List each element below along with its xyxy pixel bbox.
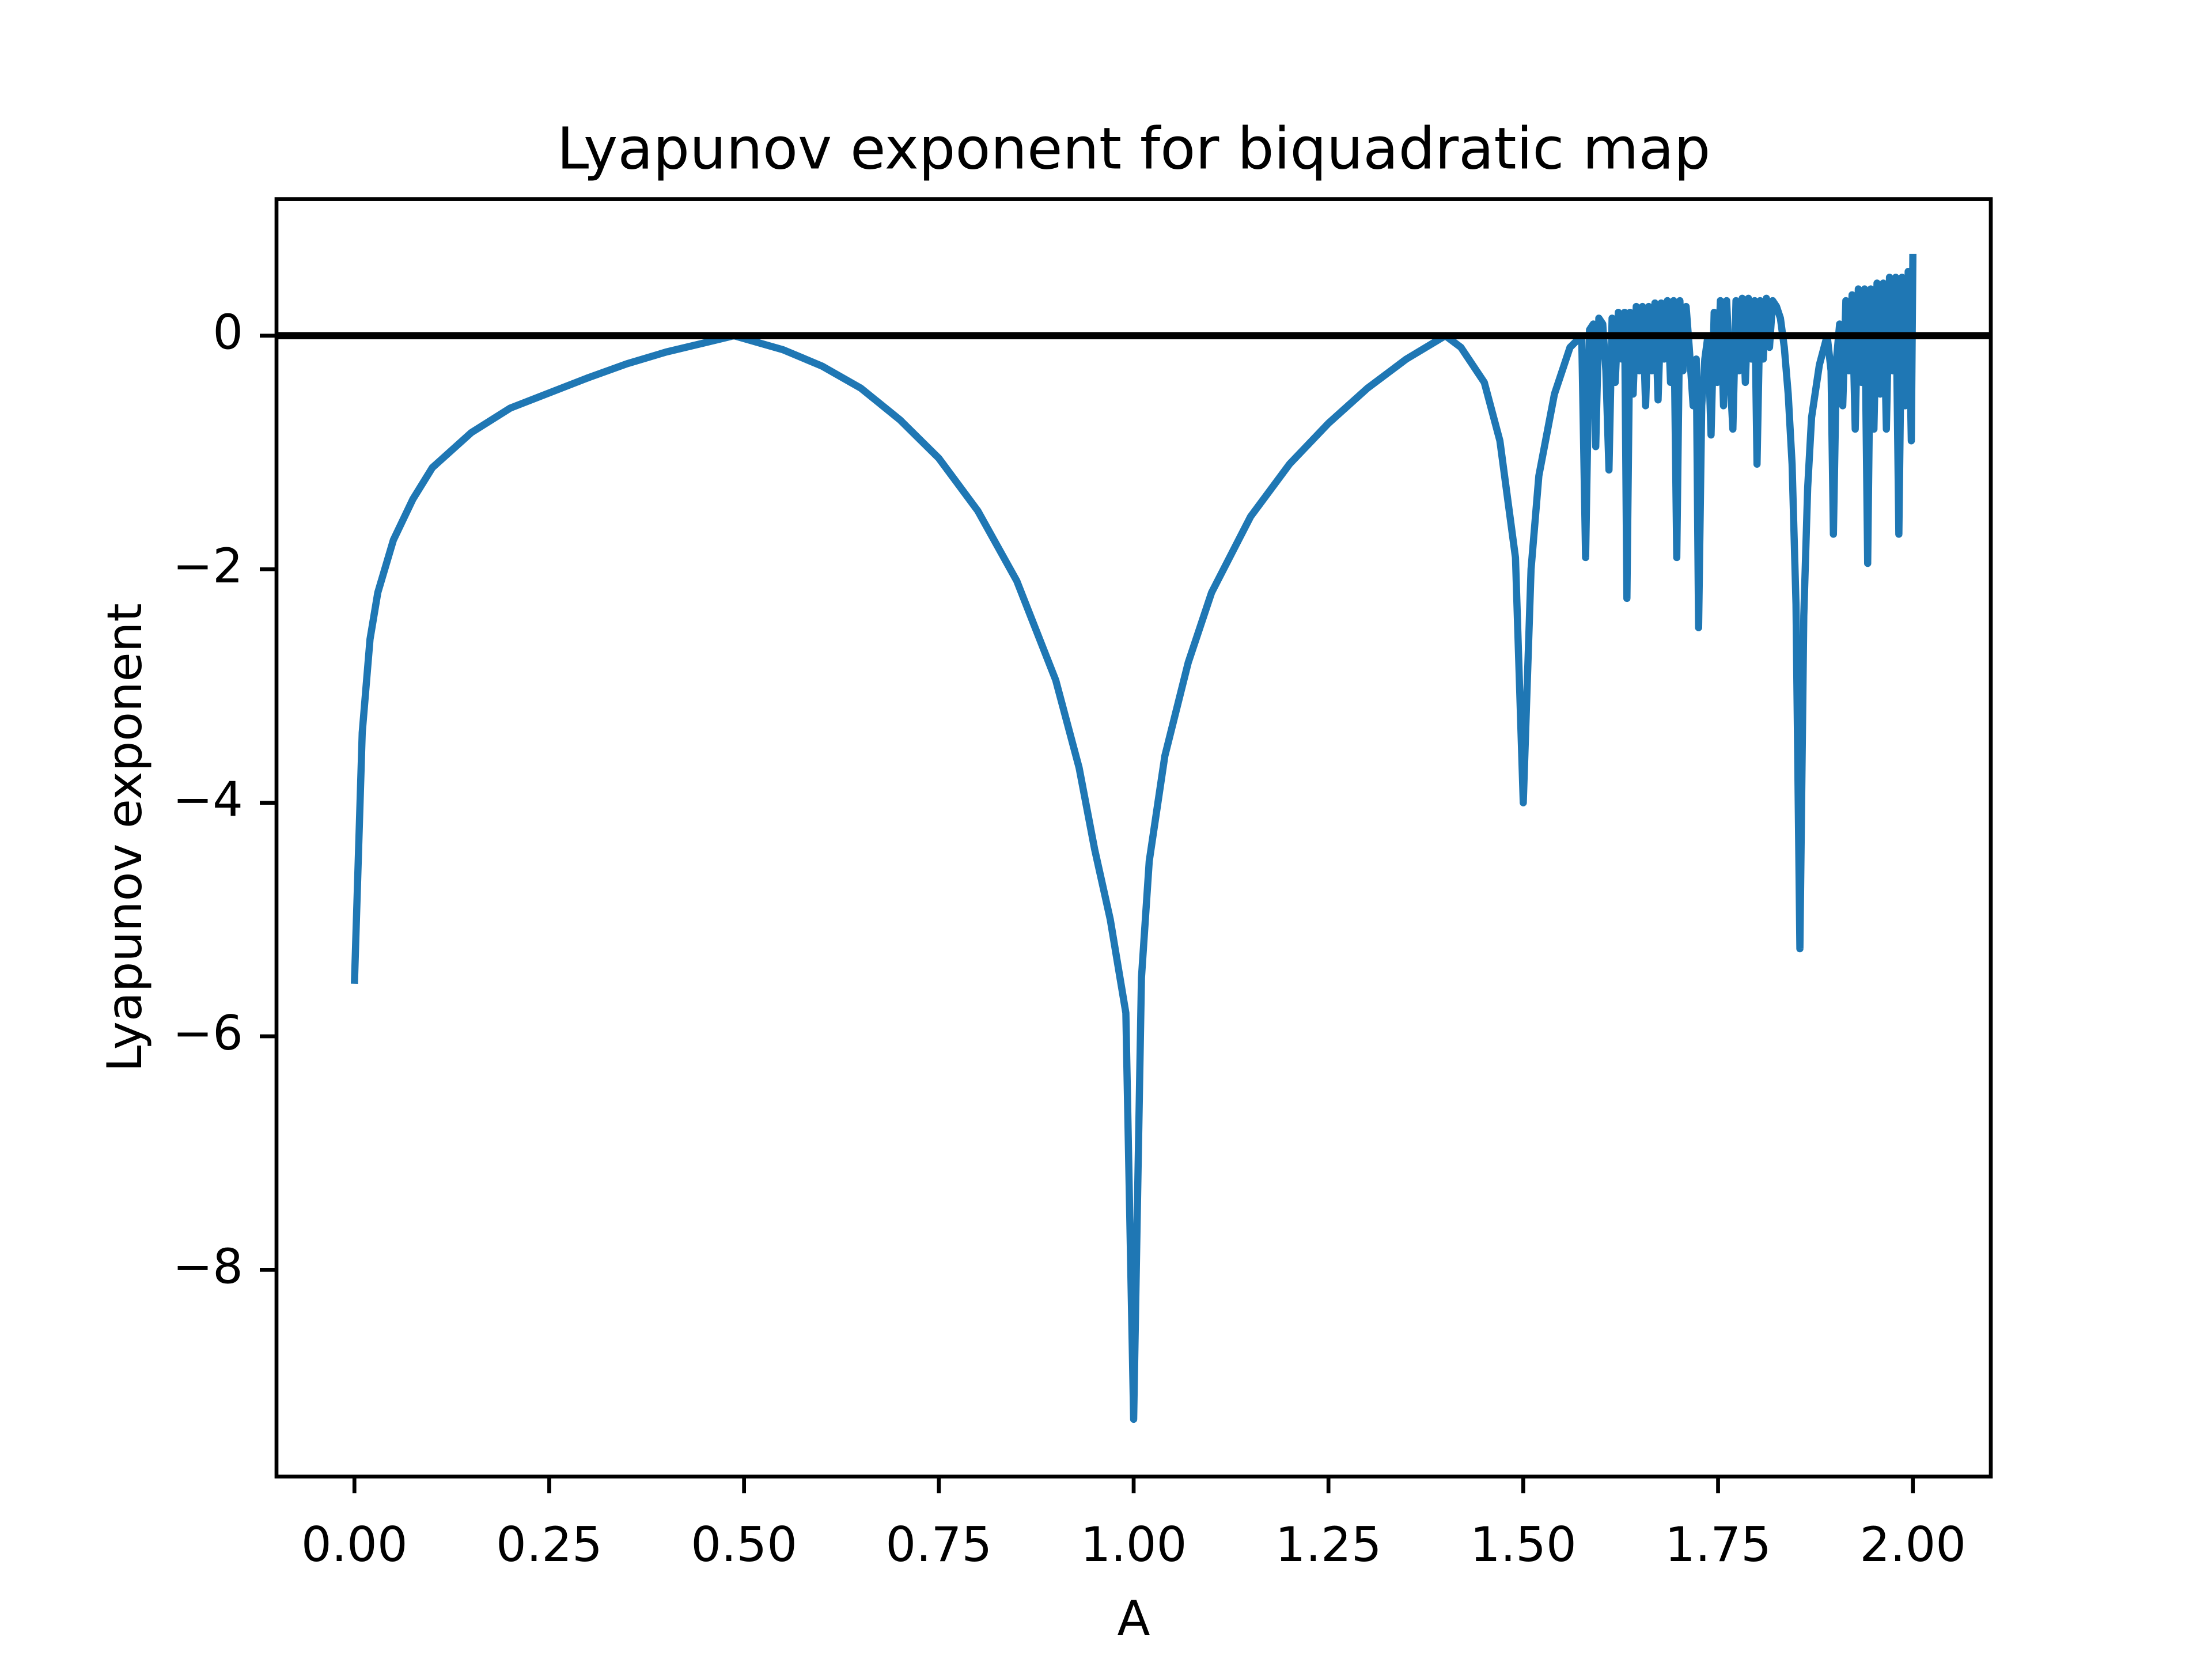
x-tick-label: 1.25 — [1275, 1517, 1382, 1573]
x-tick-label: 0.75 — [885, 1517, 992, 1573]
y-tick-label: −8 — [173, 1238, 243, 1294]
plot-area — [276, 253, 1991, 1423]
y-tick-label: −6 — [173, 1005, 243, 1061]
y-tick-label: 0 — [213, 305, 243, 361]
x-tick-label: 0.25 — [496, 1517, 603, 1573]
axes: 0.00 0.25 0.50 0.75 1.00 1.25 1.50 1.75 2.00 −8 −6… — [173, 305, 1966, 1573]
axes-frame — [274, 197, 1993, 1479]
x-tick-label: 1.50 — [1470, 1517, 1577, 1573]
x-tick-label: 0.50 — [691, 1517, 797, 1573]
y-tick-label: −4 — [173, 772, 243, 828]
x-tick-label: 0.00 — [301, 1517, 408, 1573]
x-tick-label: 1.75 — [1665, 1517, 1771, 1573]
data-line — [351, 253, 1916, 1423]
x-axis-label: A — [1118, 1590, 1150, 1646]
y-axis-label: Lyapunov exponent — [97, 603, 153, 1072]
x-tick-label: 1.00 — [1081, 1517, 1187, 1573]
x-tick-label: 2.00 — [1859, 1517, 1966, 1573]
chart-title: Lyapunov exponent for biquadratic map — [557, 115, 1711, 182]
y-tick-label: −2 — [173, 538, 243, 594]
